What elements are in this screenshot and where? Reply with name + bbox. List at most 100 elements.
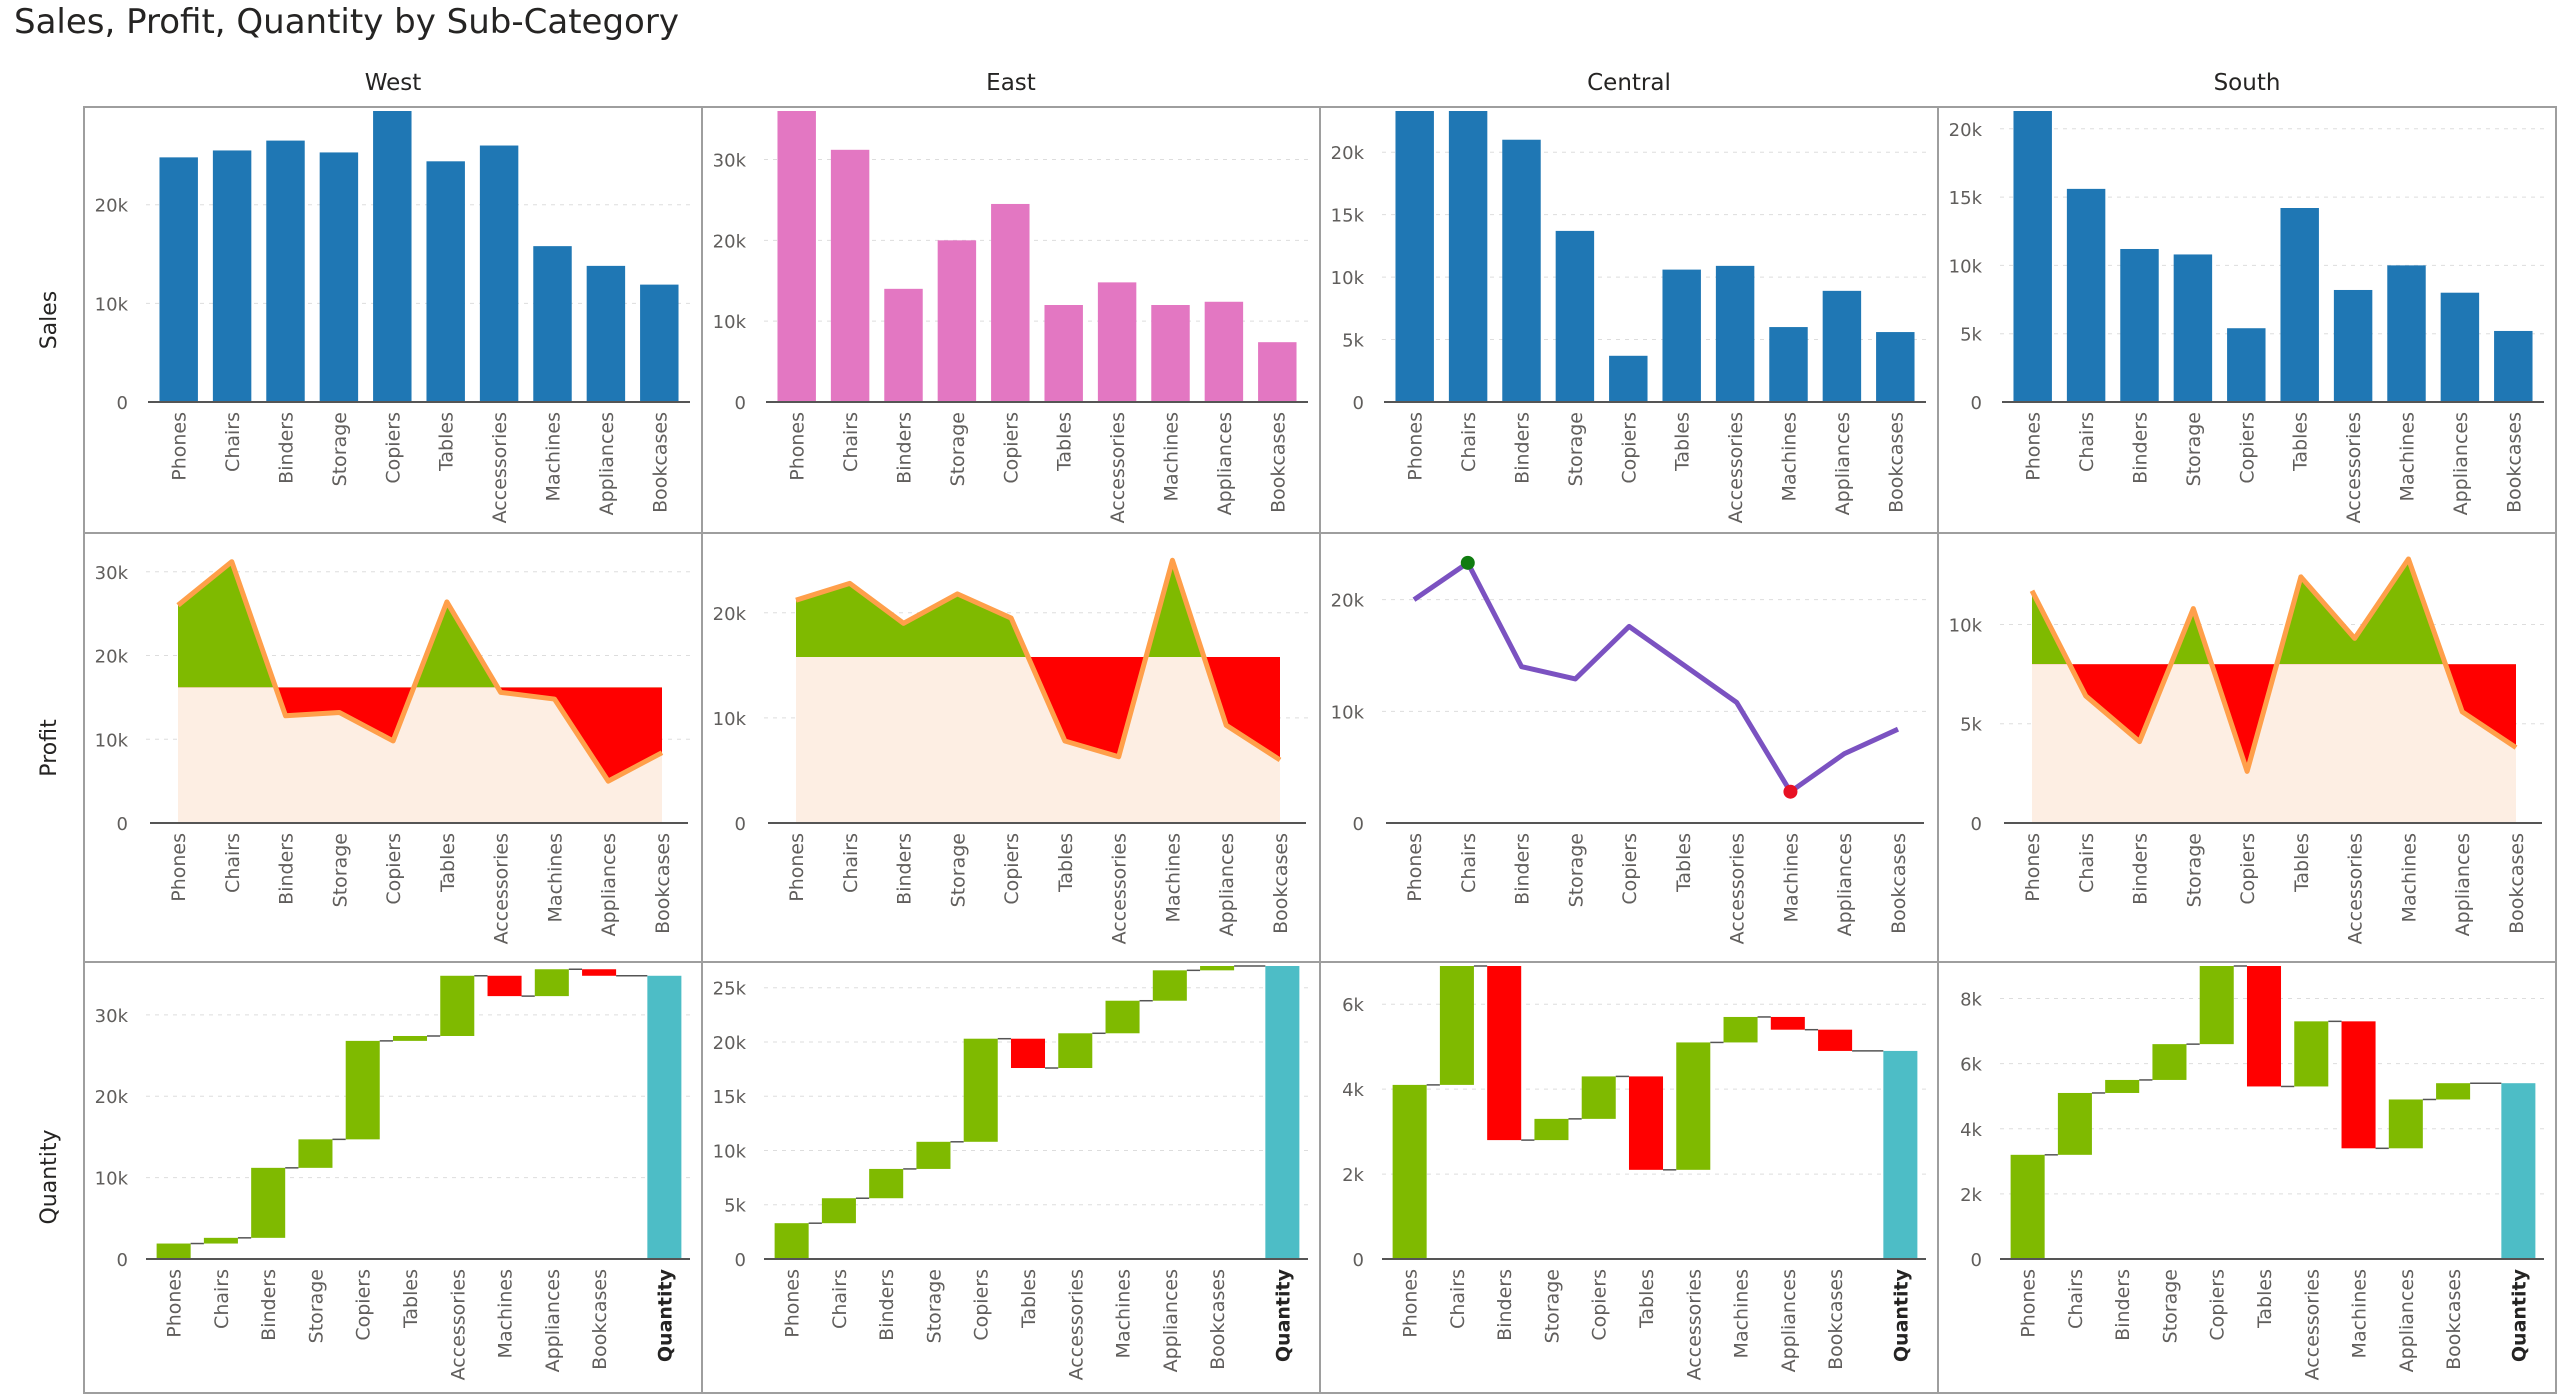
x-tick-label-machines: Machines [2349, 1269, 2371, 1358]
x-tick-label-appliances: Appliances [598, 833, 620, 936]
y-tick-label: 10k [1331, 702, 1365, 723]
x-tick-label-chairs: Chairs [829, 1269, 851, 1329]
x-tick-label-storage: Storage [2183, 412, 2205, 486]
profit-line [1412, 560, 1900, 795]
sales-bar-binders [1502, 139, 1541, 402]
x-tick-label-appliances: Appliances [2450, 412, 2472, 515]
y-tick-label: 0 [1353, 393, 1364, 414]
sales-bar-binders [2120, 248, 2159, 402]
sales-panel-east: 0 10k 20k 30k Phones Chairs Binders Storage Copi… [713, 111, 1312, 523]
waterfall-bar-chairs [2057, 1092, 2092, 1155]
sales-bar-chairs [830, 149, 870, 402]
row-label-sales: Sales [37, 291, 62, 350]
sales-bar-phones [2013, 111, 2052, 402]
sales-panel-west: 0 10k 20k Phones Chairs Binders Storage Copiers… [95, 111, 694, 523]
sales-bar-accessories [2333, 289, 2373, 402]
x-tick-label-storage: Storage [2183, 833, 2205, 907]
x-tick-label-tables: Tables [437, 833, 459, 893]
x-tick-label-accessories: Accessories [1725, 412, 1747, 523]
waterfall-bar-appliances [1770, 1016, 1805, 1030]
x-tick-label-chairs: Chairs [840, 833, 862, 893]
sales-bar-storage [2173, 254, 2213, 402]
x-tick-label-appliances: Appliances [1214, 412, 1236, 515]
profit-above-area [796, 560, 1280, 657]
column-header-west: West [365, 70, 422, 96]
waterfall-bar-accessories [2294, 1021, 2329, 1087]
x-tick-label-storage: Storage [923, 1269, 945, 1343]
total-bar [2501, 1083, 2536, 1259]
x-tick-label-binders: Binders [2130, 833, 2152, 905]
sales-bar-phones [159, 157, 198, 402]
y-tick-label: 15k [1949, 188, 1983, 209]
quantity-panel-east: 0 5k 10k 15k 20k 25k Phones Chairs Binders Storag… [713, 965, 1312, 1380]
sales-bar-storage [1555, 230, 1595, 402]
x-tick-label-machines: Machines [1780, 833, 1802, 922]
x-tick-label-binders: Binders [258, 1269, 280, 1341]
x-tick-label-appliances: Appliances [1834, 833, 1856, 936]
sales-bar-storage [937, 240, 977, 402]
sales-bar-copiers [991, 203, 1030, 402]
x-tick-label-binders: Binders [276, 833, 298, 905]
x-tick-label-tables: Tables [2290, 412, 2312, 472]
y-tick-label: 10k [713, 709, 747, 730]
x-tick-label-machines: Machines [2397, 412, 2419, 501]
y-tick-label: 30k [95, 1006, 129, 1027]
waterfall-bar-binders [1487, 966, 1522, 1141]
y-tick-label: 20k [713, 604, 747, 625]
x-tick-label-bookcases: Bookcases [1270, 833, 1292, 934]
sales-panel-central: 0 5k 10k 15k 20k Phones Chairs Binders Storage Co… [1331, 111, 1930, 523]
y-tick-label: 20k [1331, 591, 1365, 612]
x-tick-label-bookcases: Bookcases [652, 833, 674, 934]
sales-bar-accessories [1097, 282, 1137, 402]
x-tick-label-appliances: Appliances [1832, 412, 1854, 515]
y-tick-label: 0 [117, 814, 128, 835]
x-tick-label-binders: Binders [2112, 1269, 2134, 1341]
panel-border [1937, 961, 2557, 1394]
waterfall-bar-machines [2341, 1021, 2376, 1149]
sales-bar-bookcases [1258, 342, 1297, 402]
sales-bar-binders [884, 288, 923, 402]
x-tick-label-phones: Phones [1405, 412, 1427, 481]
y-tick-label: 15k [713, 1087, 747, 1108]
y-tick-label: 20k [95, 196, 129, 217]
profit-below-area [2032, 664, 2516, 772]
waterfall-bar-chairs [821, 1198, 856, 1224]
x-tick-label-machines: Machines [543, 412, 565, 501]
y-tick-label: 0 [1353, 1250, 1364, 1271]
x-tick-label-chairs: Chairs [2076, 833, 2098, 893]
x-tick-label-storage: Storage [947, 412, 969, 486]
waterfall-bar-binders [251, 1167, 286, 1238]
quantity-panel-west: 0 10k 20k 30k Phones Chairs Binders Storage Copi… [95, 968, 694, 1380]
max-marker [1460, 555, 1475, 570]
profit-panel-central: 0 10k 20k Phones Chairs Binders Storage Copiers… [1331, 555, 1930, 944]
waterfall-bar-bookcases [582, 969, 617, 976]
sales-bar-copiers [1609, 355, 1648, 402]
x-tick-label-machines: Machines [1113, 1269, 1135, 1358]
y-tick-label: 20k [713, 231, 747, 252]
x-tick-label-storage: Storage [1565, 833, 1587, 907]
waterfall-bar-accessories [1058, 1033, 1093, 1069]
sales-bar-appliances [1204, 301, 1244, 402]
x-tick-label-copiers: Copiers [383, 833, 405, 905]
waterfall-bar-phones [2010, 1154, 2045, 1259]
y-tick-label: 15k [1331, 206, 1365, 227]
column-header-east: East [986, 70, 1036, 96]
sales-bar-bookcases [640, 284, 679, 402]
profit-below-area [178, 687, 662, 782]
x-tick-label-storage: Storage [947, 833, 969, 907]
quantity-panel-central: 0 2k 4k 6k Phones Chairs Binders Storage Copiers… [1342, 965, 1930, 1380]
x-tick-label-bookcases: Bookcases [1207, 1269, 1229, 1370]
x-tick-label-accessories: Accessories [1065, 1269, 1087, 1380]
sales-bar-copiers [2227, 328, 2266, 402]
total-bar [1265, 966, 1300, 1259]
sales-bar-tables [426, 161, 465, 402]
waterfall-bar-accessories [440, 975, 475, 1036]
x-tick-label-phones: Phones [782, 1269, 804, 1338]
sales-bar-machines [2387, 265, 2426, 402]
x-tick-label-accessories: Accessories [1727, 833, 1749, 944]
x-tick-label-tables: Tables [1672, 412, 1694, 472]
profit-panel-east: 0 10k 20k Phones Chairs Binders Storage Copiers… [713, 557, 1312, 944]
column-header-central: Central [1587, 70, 1671, 96]
x-tick-label-binders: Binders [876, 1269, 898, 1341]
